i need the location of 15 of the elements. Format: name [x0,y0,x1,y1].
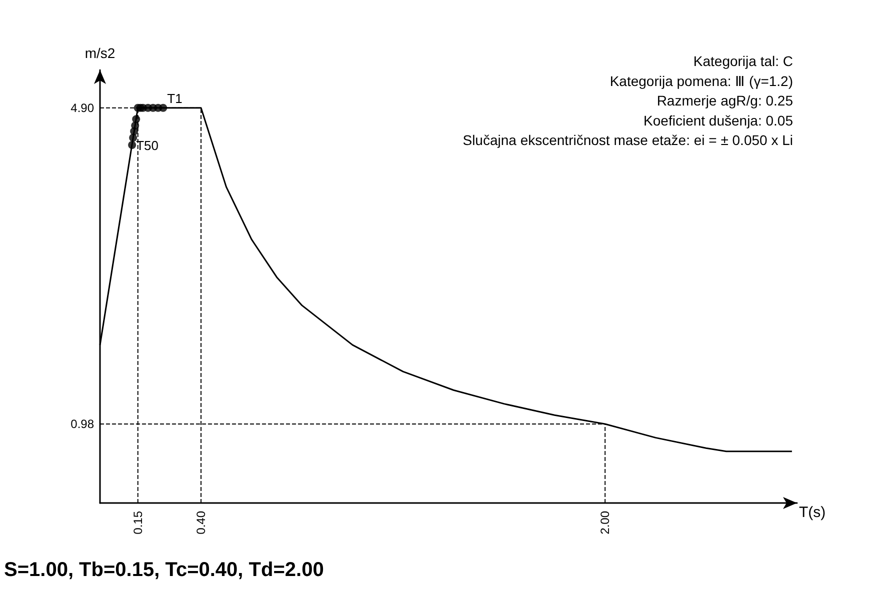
text: Kategorija tal: C [693,53,793,69]
y-axis-title: m/s2 [84,45,116,61]
annotation: Razmerje agR/g: 0.25 [656,92,794,109]
annotation: T50 [136,138,158,153]
x-tick-label: 0.40 [194,510,208,534]
text: S=1.00, Tb=0.15, Tc=0.40, Td=2.00 [4,559,324,581]
y-tick-label: 0.98 [70,416,94,431]
annotation: T1 [167,90,182,106]
x-tick-label: 2.00 [598,510,612,534]
annotation: Kategorija pomena: Ⅲ (γ=1.2) [610,72,793,89]
annotation: Slučajna ekscentričnost mase etaže: ei = ± 0.050 x Li [462,132,793,148]
x-axis-title: T(s) [799,504,826,521]
y-tick-label: 4.90 [70,100,94,115]
x-tick-label: 0.15 [130,510,145,534]
annotation: Koeficient dušenja: 0.05 [644,112,794,128]
